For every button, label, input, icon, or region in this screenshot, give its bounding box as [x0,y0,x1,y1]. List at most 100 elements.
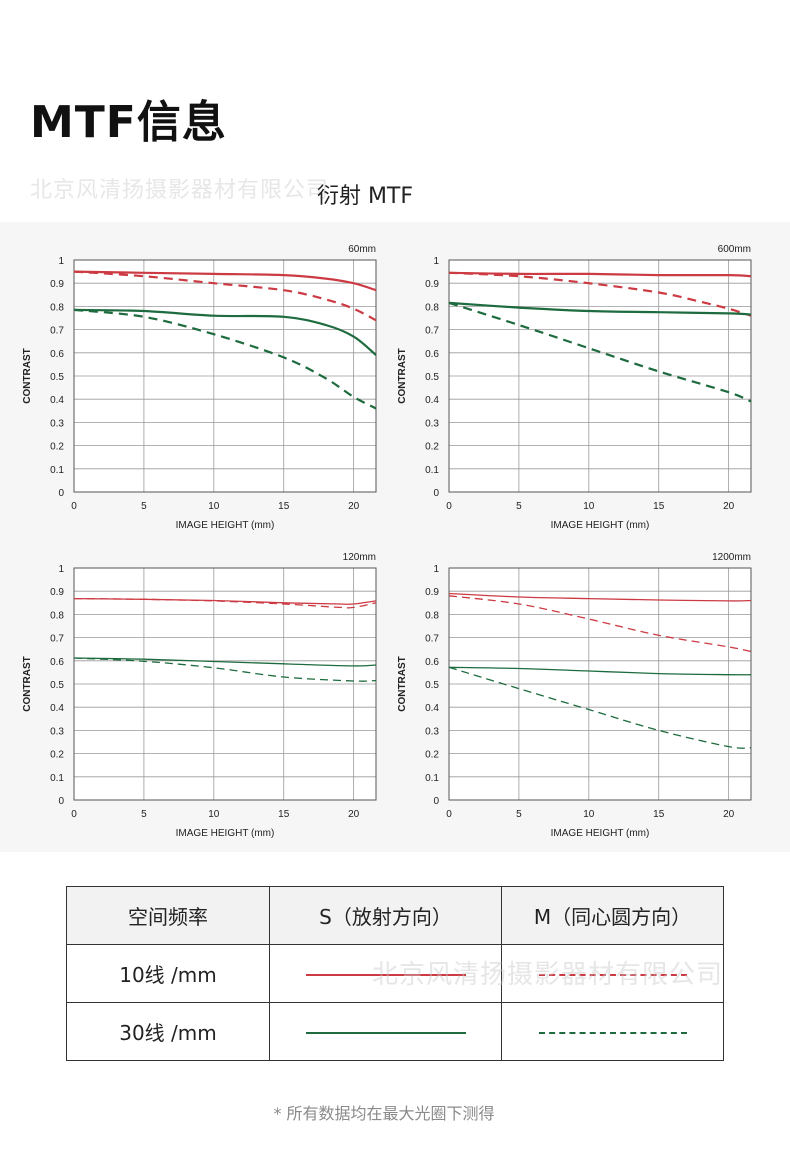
chart-title: 1200mm [712,552,751,563]
red-solid-line-sample [305,974,466,976]
mtf-chart-1200mm: 0 0.1 0.2 0.3 0.4 0.5 0.6 0.7 0.8 0.9 1 0 5 10 15 20 120… [395,548,755,846]
legend-sample-cell [501,1002,724,1061]
x-tick-label: 20 [348,809,360,820]
y-tick-label: 0.4 [425,703,439,714]
y-tick-label: 0.2 [50,750,64,761]
y-tick-label: 0.5 [425,372,439,383]
y-tick-label: 0 [433,488,439,499]
y-axis-label: CONTRAST [397,348,408,404]
chart-title: 120mm [343,552,376,563]
x-tick-label: 20 [723,501,735,512]
green-dashed-series-line [73,308,377,410]
y-tick-label: 1 [58,564,64,575]
y-tick-label: 0.4 [50,395,64,406]
x-axis-label: IMAGE HEIGHT (mm) [551,828,650,839]
y-tick-label: 0.9 [50,587,64,598]
green-solid-series-line [448,301,752,316]
y-tick-label: 0.5 [50,372,64,383]
red-solid-series-line [448,271,752,278]
x-tick-label: 10 [583,501,595,512]
y-tick-label: 0.6 [425,657,439,668]
green-solid-series-line [448,666,752,676]
y-tick-label: 0.2 [50,442,64,453]
x-tick-label: 5 [141,501,147,512]
section-title: 衍射 MTF [316,184,414,209]
x-tick-label: 0 [71,501,77,512]
x-axis-label: IMAGE HEIGHT (mm) [551,520,650,531]
y-tick-label: 0.6 [50,349,64,360]
y-tick-label: 0.7 [50,326,64,337]
y-tick-label: 0.4 [425,395,439,406]
x-axis-label: IMAGE HEIGHT (mm) [176,828,275,839]
x-tick-label: 0 [71,809,77,820]
y-tick-label: 0.5 [425,680,439,691]
x-tick-label: 20 [723,809,735,820]
mtf-chart-600mm-svg: 00.10.20.30.40.50.60.70.80.910 5 10 15 20600… [397,244,752,531]
green-solid-series-line [73,657,377,667]
y-tick-label: 1 [58,256,64,267]
x-tick-label: 15 [653,809,665,820]
chart-title: 60mm [348,244,376,255]
x-tick-label: 5 [141,809,147,820]
y-tick-label: 0.8 [425,302,439,313]
green-solid-series-line [73,308,377,356]
red-solid-series-line [448,592,752,602]
green-solid-line-sample [305,1032,466,1034]
legend-row-10lp: 10线 /mm [66,944,724,1003]
x-tick-label: 10 [208,809,220,820]
y-tick-label: 0.5 [50,680,64,691]
mtf-chart-60mm: 0 0.1 0.2 0.3 0.4 0.5 0.6 0.7 0.8 0.9 1 0 5 10 15 20 60m… [20,240,380,538]
legend-header-sagittal: S（放射方向） [269,886,502,945]
y-tick-label: 0.1 [50,465,64,476]
x-tick-label: 10 [208,501,220,512]
legend-row-30lp: 30线 /mm [66,1002,724,1061]
legend-sample-cell [269,944,502,1003]
y-tick-label: 0 [58,796,64,807]
x-tick-label: 5 [516,809,522,820]
charts-panel: 0 0.1 0.2 0.3 0.4 0.5 0.6 0.7 0.8 0.9 1 0 5 10 15 20 60m… [0,222,790,852]
plot-frame [448,259,752,493]
x-tick-label: 10 [583,809,595,820]
mtf-chart-1200mm-svg: 00.10.20.30.40.50.60.70.80.910 5 10 15 20120… [397,552,752,839]
mtf-chart-120mm: 0 0.1 0.2 0.3 0.4 0.5 0.6 0.7 0.8 0.9 1 0 5 10 15 20 120… [20,548,380,846]
legend-header-row: 空间频率 S（放射方向） M（同心圆方向） [66,886,724,945]
plot-frame [448,567,752,801]
watermark: 北京风清扬摄影器材有限公司 [30,178,330,203]
footnote: * 所有数据均在最大光圈下测得 [273,1104,495,1123]
mtf-chart-60mm-svg: 00.10.20.30.40.50.60.70.80.910 5 10 15 2060m… [22,244,377,531]
y-tick-label: 0.8 [50,610,64,621]
y-tick-label: 0.7 [425,326,439,337]
y-tick-label: 0.9 [425,587,439,598]
y-tick-label: 0.3 [425,418,439,429]
y-tick-label: 0.8 [50,302,64,313]
green-dashed-series-line [448,666,752,749]
legend-table: 空间频率 S（放射方向） M（同心圆方向） 10线 /mm 30线 /mm [66,886,724,1061]
x-axis-label: IMAGE HEIGHT (mm) [176,520,275,531]
y-tick-label: 0.7 [425,634,439,645]
y-axis-label: CONTRAST [22,348,33,404]
green-dashed-series-line [73,657,377,682]
y-tick-label: 1 [433,256,439,267]
chart-title: 600mm [718,244,751,255]
y-tick-label: 0 [58,488,64,499]
mtf-chart-600mm: 0 0.1 0.2 0.3 0.4 0.5 0.6 0.7 0.8 0.9 1 0 5 10 15 20 600… [395,240,755,538]
y-tick-label: 0 [433,796,439,807]
y-tick-label: 0.4 [50,703,64,714]
x-tick-label: 5 [516,501,522,512]
y-tick-label: 0.6 [50,657,64,668]
y-tick-label: 0.7 [50,634,64,645]
y-tick-label: 0.9 [50,279,64,290]
y-tick-label: 0.3 [50,726,64,737]
legend-sample-cell [501,944,724,1003]
y-tick-label: 0.8 [425,610,439,621]
y-tick-label: 0.3 [425,726,439,737]
legend-header-meridional: M（同心圆方向） [501,886,724,945]
page-title: MTF信息 [30,97,227,148]
red-dashed-series-line [73,597,377,609]
red-solid-series-line [73,270,377,292]
red-dashed-series-line [448,595,752,653]
green-dashed-line-sample [538,1032,687,1034]
x-tick-label: 15 [278,809,290,820]
x-tick-label: 20 [348,501,360,512]
y-axis-label: CONTRAST [397,656,408,712]
